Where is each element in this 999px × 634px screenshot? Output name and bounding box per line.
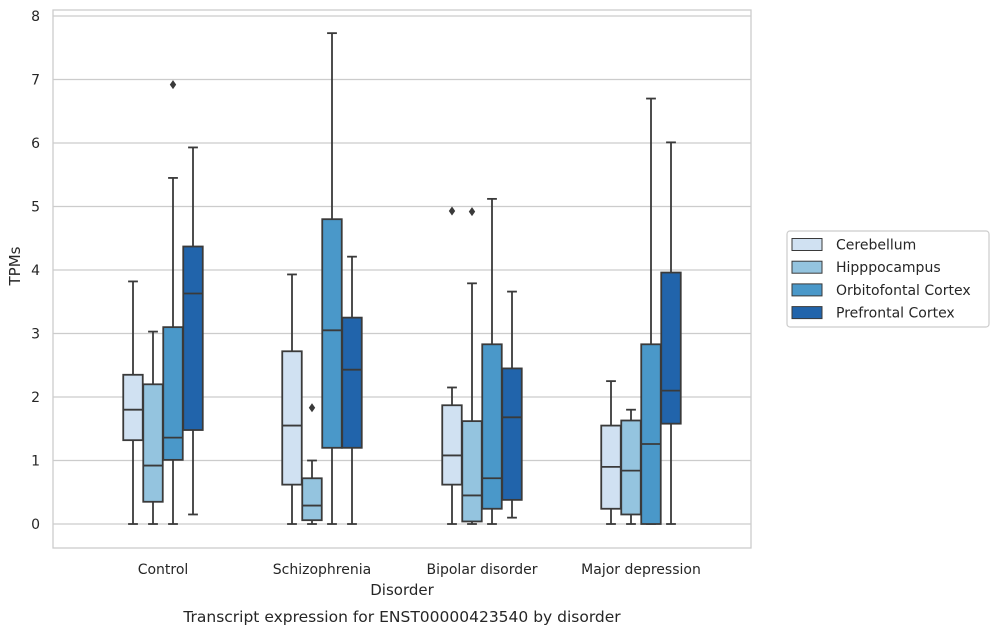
box-group (142, 330, 164, 525)
legend-swatch (791, 260, 823, 274)
box-iqr (142, 383, 164, 503)
legend-swatch (791, 238, 823, 251)
box-iqr (620, 419, 642, 516)
y-tick-label: 7 (31, 73, 40, 89)
box-group (620, 408, 642, 525)
x-tick-labels: Control Schizophrenia Bipolar disorder Majo… (138, 562, 701, 578)
box-iqr (341, 316, 363, 449)
legend: Cerebellum Hipppocampus Orbitofontal Corte… (786, 230, 990, 328)
box-iqr (660, 271, 682, 425)
legend-swatch (791, 283, 823, 297)
y-tick-label: 6 (31, 136, 40, 152)
x-tick-label: Control (138, 562, 189, 578)
y-tick-label: 0 (31, 517, 40, 533)
box-group (182, 146, 204, 516)
legend-label: Cerebellum (836, 238, 916, 254)
y-axis-label: TPMs (6, 246, 24, 286)
box-plots (122, 32, 682, 525)
box-group (660, 141, 682, 525)
box-group (600, 380, 622, 525)
legend-swatch (791, 306, 823, 320)
box-group (481, 197, 503, 525)
box-group (301, 403, 323, 525)
box-group (162, 80, 184, 525)
y-tick-labels: 0 1 2 3 4 5 6 7 8 (31, 9, 40, 533)
legend-label: Orbitofontal Cortex (836, 283, 971, 299)
legend-frame (786, 230, 990, 328)
outlier-point (169, 80, 177, 90)
box-group (441, 206, 463, 525)
y-tick-label: 2 (31, 390, 40, 406)
outlier-point (308, 403, 316, 413)
box-iqr (321, 218, 343, 449)
y-tick-label: 8 (31, 9, 40, 25)
box-group (341, 255, 363, 525)
box-iqr (481, 343, 503, 510)
x-tick-label: Bipolar disorder (426, 562, 537, 578)
x-tick-label: Major depression (581, 562, 701, 578)
x-tick-label: Schizophrenia (273, 562, 371, 578)
chart-caption: Transcript expression for ENST0000042354… (182, 608, 621, 626)
box-iqr (182, 245, 204, 431)
box-iqr (461, 420, 483, 523)
legend-label: Prefrontal Cortex (836, 306, 955, 322)
box-group (461, 207, 483, 525)
box-iqr (162, 326, 184, 461)
x-axis-label: Disorder (370, 581, 434, 599)
legend-label: Hipppocampus (836, 260, 941, 276)
y-tick-label: 5 (31, 200, 40, 216)
plot-frame (52, 9, 752, 549)
box-iqr (301, 477, 323, 522)
box-iqr (501, 367, 523, 501)
box-group (640, 97, 662, 525)
outlier-point (448, 206, 456, 216)
box-group (281, 273, 303, 525)
y-tick-label: 4 (31, 263, 40, 279)
y-tick-label: 1 (31, 454, 40, 470)
box-iqr (640, 343, 662, 525)
box-group (501, 290, 523, 519)
box-iqr (122, 373, 144, 442)
box-iqr (441, 404, 463, 486)
outlier-point (468, 207, 476, 217)
box-group (122, 280, 144, 525)
box-group (321, 32, 343, 525)
y-tick-label: 3 (31, 327, 40, 343)
box-iqr (281, 350, 303, 486)
